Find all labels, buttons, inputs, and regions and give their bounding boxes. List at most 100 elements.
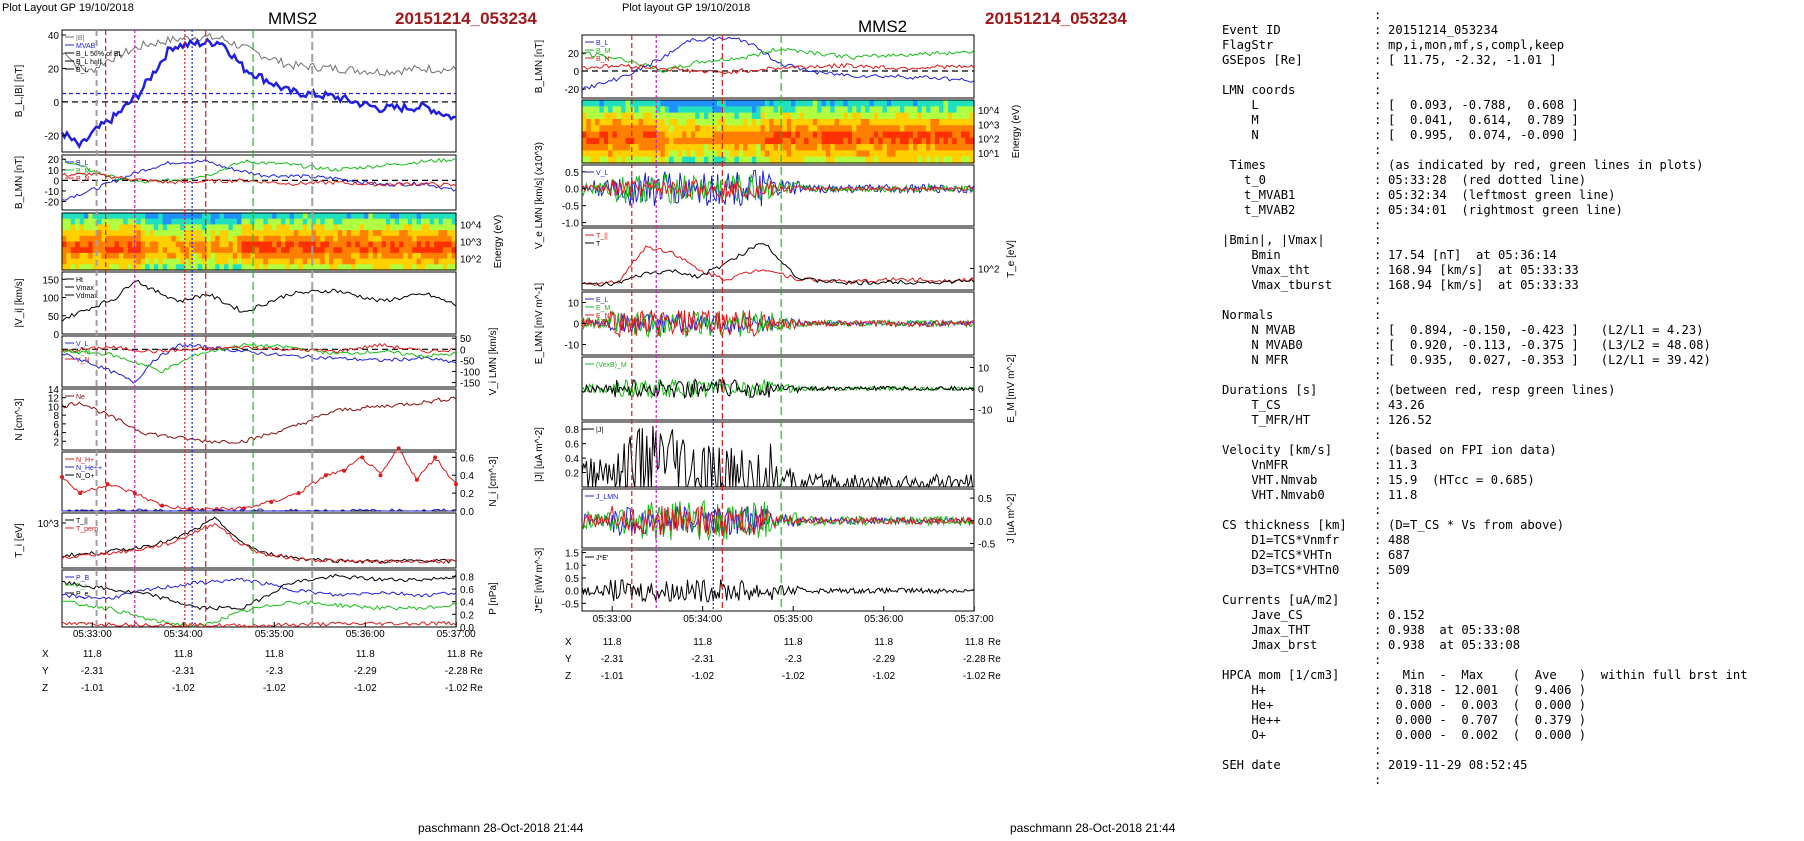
spectrogram-cell xyxy=(812,100,818,107)
summary-row: CS thickness [km]: (D=T_CS * Vs from abov… xyxy=(1222,518,1792,533)
spectrogram-cell xyxy=(175,247,181,254)
ephem-value: 11.8 xyxy=(965,637,984,648)
spectrogram-cell xyxy=(145,264,151,271)
ytick-label: 0.0 xyxy=(460,507,474,518)
spectrogram-cell xyxy=(394,213,400,220)
spectrogram-cell xyxy=(956,131,962,139)
spectrogram-cell xyxy=(171,264,177,271)
spectrogram-cell xyxy=(725,112,731,120)
spectrogram-cell xyxy=(891,144,897,151)
spectrogram-cell xyxy=(175,224,181,231)
spectrogram-cell xyxy=(730,125,736,133)
spectrogram-cell xyxy=(70,258,76,265)
spectrogram-cell xyxy=(943,106,949,114)
spectrogram-cell xyxy=(643,131,648,139)
spectrogram-cell xyxy=(311,241,317,248)
summary-colon: : xyxy=(1374,158,1382,172)
spectrogram-cell xyxy=(171,213,177,220)
spectrogram-cell xyxy=(917,144,923,151)
spectrogram-cell xyxy=(329,247,334,254)
spectrogram-cell xyxy=(224,247,229,254)
ytick-label: 4 xyxy=(53,429,59,440)
spectrogram-cell xyxy=(891,106,897,114)
spectrogram-cell xyxy=(921,100,927,107)
spectrogram-cell xyxy=(908,100,914,107)
spectrogram-cell xyxy=(62,264,67,271)
spectrogram-cell xyxy=(416,264,422,271)
summary-colon: : xyxy=(1374,593,1382,607)
spectrogram-cell xyxy=(873,156,879,164)
spectrogram-cell xyxy=(786,144,792,151)
spectrogram-cell xyxy=(88,241,94,248)
spectrogram-cell xyxy=(699,150,705,158)
spectrogram-cell xyxy=(638,156,644,164)
spectrogram-cell xyxy=(647,144,653,151)
spectrogram-cell xyxy=(839,156,844,164)
spectrogram-cell xyxy=(202,264,208,271)
spectrogram-cell xyxy=(612,106,618,114)
spectrogram-cell xyxy=(643,118,648,126)
spectrogram-cell xyxy=(434,247,440,254)
spectrogram-cell xyxy=(860,150,866,158)
spectrogram-cell xyxy=(908,156,914,164)
spectrogram-cell xyxy=(582,106,587,114)
spectrogram-cell xyxy=(298,235,304,243)
spectrogram-cell xyxy=(769,131,775,139)
ytick-label: -50 xyxy=(460,356,475,367)
spectrogram-cell xyxy=(860,100,866,107)
spectrogram-cell xyxy=(590,118,596,126)
spectrogram-cell xyxy=(625,118,631,126)
panel-frame xyxy=(61,569,457,628)
spectrogram-cell xyxy=(224,224,229,231)
spectrogram-cell xyxy=(660,131,666,139)
spectrogram-cell xyxy=(616,125,622,133)
spectrogram-cell xyxy=(145,241,151,248)
spectrogram-cell xyxy=(315,230,321,237)
spectrogram-cell xyxy=(386,252,391,260)
spectrogram-cell xyxy=(769,118,775,126)
spectrogram-cell xyxy=(773,137,779,145)
spectrogram-cell xyxy=(123,218,129,225)
spectrogram-cell xyxy=(847,118,853,126)
spectrogram-cell xyxy=(795,112,801,120)
spectrogram-cell xyxy=(799,150,805,158)
spectrogram-cell xyxy=(403,235,409,243)
spectrogram-cell xyxy=(372,224,378,231)
spectrogram-cell xyxy=(812,112,818,120)
spectrogram-cell xyxy=(647,112,653,120)
spectrogram-cell xyxy=(276,218,282,225)
spectrogram-cell xyxy=(92,264,98,271)
spectrogram-cell xyxy=(682,112,688,120)
spectrogram-cell xyxy=(342,258,348,265)
spectrogram-cell xyxy=(782,112,788,120)
spectrogram-cell xyxy=(451,264,457,271)
ytick-label: 0 xyxy=(573,67,579,78)
spectrogram-cell xyxy=(799,144,805,151)
spectrogram-cell xyxy=(904,156,910,164)
spectrogram-cell xyxy=(364,213,370,220)
spectrogram-cell xyxy=(123,241,129,248)
spectrogram-cell xyxy=(350,218,356,225)
data-point xyxy=(105,482,110,487)
spectrogram-cell xyxy=(634,144,640,151)
spectrogram-cell xyxy=(302,230,308,237)
spectrogram-cell xyxy=(677,125,683,133)
summary-colon: : xyxy=(1374,113,1382,127)
spectrogram-cell xyxy=(699,137,705,145)
spectrogram-cell xyxy=(873,118,879,126)
spectrogram-cell xyxy=(79,235,85,243)
spectrogram-cell xyxy=(825,125,831,133)
spectrogram-cell xyxy=(873,131,879,139)
data-point xyxy=(360,455,365,460)
spectrogram-cell xyxy=(215,252,221,260)
spectrogram-cell xyxy=(429,218,435,225)
spectrogram-cell xyxy=(237,252,243,260)
spectrogram-cell xyxy=(673,131,679,139)
spectrogram-cell xyxy=(447,213,453,220)
summary-colon: : xyxy=(1374,128,1382,142)
spectrogram-cell xyxy=(782,150,788,158)
summary-row: Jmax_THT:0.938 at 05:33:08 xyxy=(1222,623,1792,638)
spectrogram-cell xyxy=(900,137,905,145)
summary-colon: : xyxy=(1374,173,1382,187)
spectrogram-cell xyxy=(969,137,975,145)
